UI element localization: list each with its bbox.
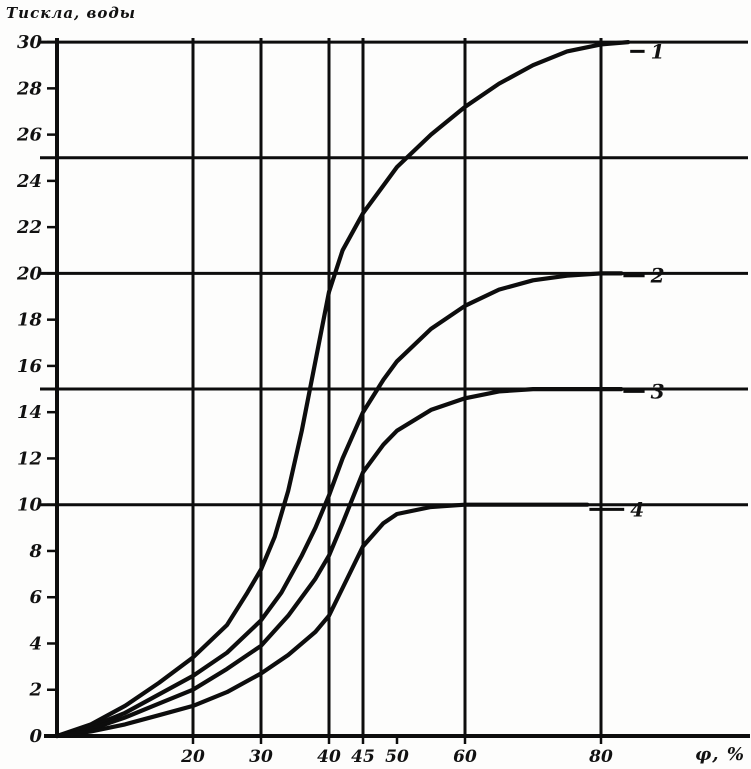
x-tick-label-45: 45 bbox=[351, 747, 375, 767]
curve-label-3: 3 bbox=[651, 379, 665, 403]
y-tick-label-10: 10 bbox=[17, 495, 43, 516]
x-tick-label-30: 30 bbox=[249, 747, 273, 767]
x-tick-label-20: 20 bbox=[180, 747, 205, 767]
x-tick-label-80: 80 bbox=[588, 747, 613, 767]
y-tick-label-2: 2 bbox=[28, 680, 42, 701]
x-tick-label-40: 40 bbox=[317, 747, 341, 767]
curve-3 bbox=[54, 387, 624, 739]
y-tick-label-28: 28 bbox=[16, 78, 43, 99]
y-tick-label-22: 22 bbox=[16, 217, 42, 238]
curve-1 bbox=[54, 40, 631, 739]
y-tick-label-20: 20 bbox=[16, 263, 43, 284]
y-tick-label-8: 8 bbox=[28, 541, 42, 562]
curve-2 bbox=[54, 271, 624, 739]
y-tick-label-0: 0 bbox=[29, 726, 42, 747]
y-tick-label-18: 18 bbox=[17, 310, 43, 331]
x-tick-label-50: 50 bbox=[385, 747, 409, 767]
y-tick-label-4: 4 bbox=[29, 633, 42, 654]
curve-label-1: 1 bbox=[651, 39, 665, 63]
curve-label-2: 2 bbox=[650, 264, 665, 288]
x-axis-label: φ, % bbox=[695, 744, 745, 765]
curve-label-4: 4 bbox=[630, 497, 644, 521]
y-tick-label-14: 14 bbox=[17, 402, 42, 423]
y-tick-label-30: 30 bbox=[17, 32, 43, 53]
y-axis-label: Тискла, воды bbox=[6, 4, 137, 22]
y-tick-label-26: 26 bbox=[16, 125, 43, 146]
y-tick-label-24: 24 bbox=[16, 171, 42, 192]
y-tick-label-6: 6 bbox=[29, 587, 42, 608]
y-tick-label-12: 12 bbox=[17, 448, 42, 469]
curve-4 bbox=[54, 502, 590, 739]
y-tick-label-16: 16 bbox=[17, 356, 43, 377]
x-tick-label-60: 60 bbox=[453, 747, 477, 767]
